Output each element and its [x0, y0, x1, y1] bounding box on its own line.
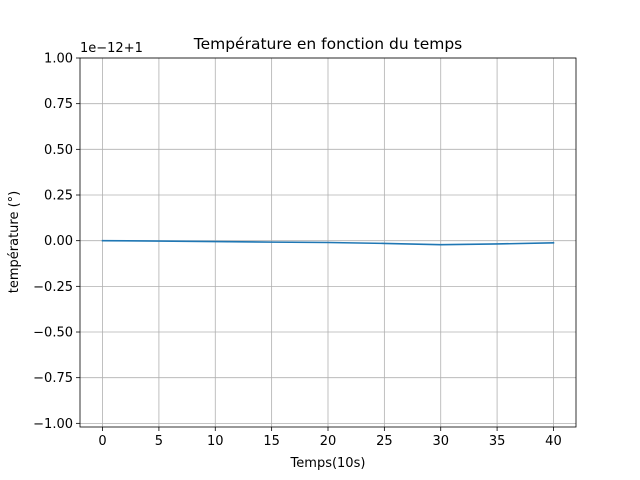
x-tick-label: 40 — [545, 434, 562, 449]
x-tick-label: 0 — [98, 434, 106, 449]
x-axis-label: Temps(10s) — [290, 456, 366, 471]
y-axis-label: température (°) — [7, 191, 22, 294]
x-tick-label: 10 — [207, 434, 224, 449]
chart-title: Température en fonction du temps — [193, 35, 463, 53]
x-tick-label: 30 — [432, 434, 449, 449]
y-tick-label: −0.75 — [33, 371, 73, 386]
x-tick-label: 5 — [155, 434, 163, 449]
series-line — [101, 239, 555, 246]
x-tick-label: 15 — [263, 434, 280, 449]
y-tick-label: 0.00 — [44, 234, 73, 249]
y-tick-label: 1.00 — [44, 52, 73, 67]
y-tick-label: 0.50 — [44, 143, 73, 158]
y-tick-label: −0.25 — [33, 280, 73, 295]
y-tick-label: 0.25 — [44, 189, 73, 204]
x-tick-label: 25 — [376, 434, 393, 449]
axis-ticks: 0 5 10 15 20 25 30 35 40 −1.00 −0.75 −0.50 −0.25 0.00… — [33, 52, 562, 450]
y-tick-label: 0.75 — [44, 97, 73, 112]
y-tick-label: −0.50 — [33, 326, 73, 341]
series-layer — [101, 239, 555, 246]
x-tick-label: 35 — [489, 434, 506, 449]
x-tick-label: 20 — [320, 434, 337, 449]
y-axis-offset-text: 1e−12+1 — [80, 41, 143, 56]
y-tick-label: −1.00 — [33, 417, 73, 432]
